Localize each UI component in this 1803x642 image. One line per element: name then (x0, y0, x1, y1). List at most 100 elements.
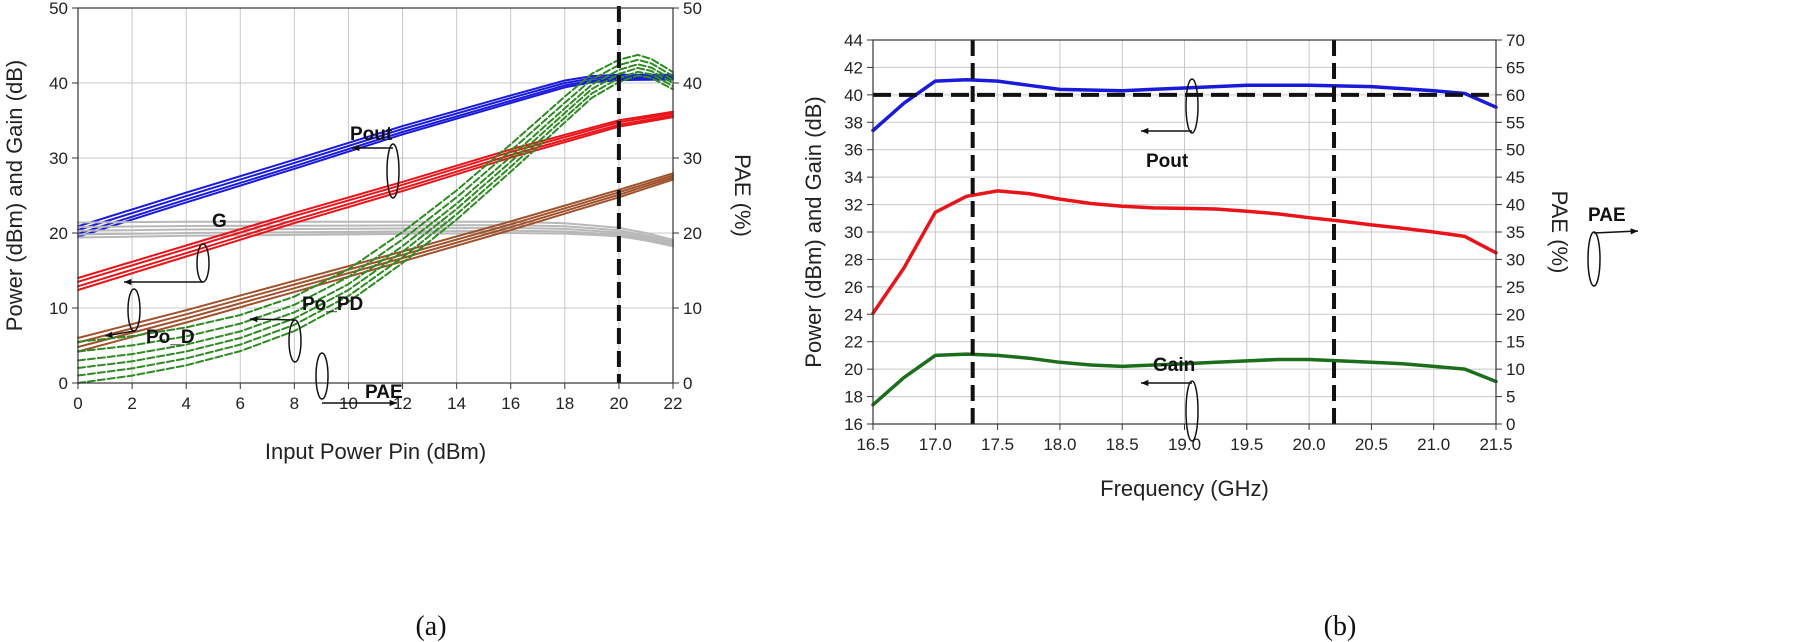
y-tick-label: 40 (844, 86, 863, 105)
y2-tick-label: 50 (1506, 141, 1525, 160)
x-tick-label: 0 (73, 394, 82, 413)
panel-b-annotations: Pout PAE Gain (1141, 78, 1639, 442)
y-tick-label: 20 (49, 224, 68, 243)
annotation-arrow-head (352, 144, 360, 152)
y2-tick-label: 40 (683, 74, 702, 93)
y2-tick-label: 15 (1506, 333, 1525, 352)
x-tick-label: 22 (664, 394, 683, 413)
y2-tick-label: 20 (683, 224, 702, 243)
y2-tick-label: 10 (683, 299, 702, 318)
series-pae-line (77, 70, 674, 377)
panel-a-x-axis-label: Input Power Pin (dBm) (265, 439, 486, 464)
annotation-arrow-head (389, 399, 397, 407)
annotation-arrow-head (1141, 127, 1149, 135)
panel-a-y2-axis-label: PAE (%) (730, 154, 755, 237)
annotation-pae: PAE (365, 382, 403, 403)
panel-a-series (77, 6, 674, 384)
y2-tick-label: 70 (1506, 31, 1525, 50)
y-tick-label: 32 (844, 196, 863, 215)
x-tick-label: 18 (555, 394, 574, 413)
y2-tick-label: 55 (1506, 113, 1525, 132)
series-po-d-line (77, 110, 674, 279)
y2-tick-label: 30 (1506, 250, 1525, 269)
annotation-ellipse (127, 288, 141, 332)
y2-tick-label: 60 (1506, 86, 1525, 105)
x-tick-label: 12 (393, 394, 412, 413)
y-tick-label: 10 (49, 299, 68, 318)
annotation-pout: Pout (350, 124, 393, 145)
annotation-ellipse (1587, 231, 1601, 287)
series-g-line (77, 232, 674, 248)
annotation-gain-b: Gain (1153, 355, 1195, 376)
series-pae-line (77, 67, 674, 369)
y2-tick-label: 10 (1506, 360, 1525, 379)
panel-b-y2-axis-label: PAE (%) (1547, 191, 1572, 274)
panel-a-annotations: Pout G Po_D Po_PD PAE (104, 124, 403, 407)
x-tick-label: 14 (447, 394, 466, 413)
y-tick-label: 42 (844, 58, 863, 77)
series-g-line (77, 224, 674, 243)
annotation-ellipse (386, 143, 400, 199)
series-pae-line (77, 58, 674, 353)
y2-tick-label: 0 (1506, 415, 1515, 434)
y-tick-label: 34 (844, 168, 863, 187)
series-pae-line (77, 53, 674, 343)
series-pout-line (77, 78, 674, 238)
y-tick-label: 40 (49, 74, 68, 93)
y-tick-label: 22 (844, 333, 863, 352)
annotation-arrow-head (1630, 228, 1638, 235)
x-tick-label: 16 (501, 394, 520, 413)
y2-tick-label: 30 (683, 149, 702, 168)
annotation-ellipse (196, 243, 210, 283)
x-tick-label: 19.0 (1168, 435, 1201, 454)
annotation-ellipse (288, 319, 302, 363)
annotation-arrow-head (124, 278, 132, 286)
x-tick-label: 8 (290, 394, 299, 413)
panel-b-series (871, 40, 1498, 424)
series-po-d-line (77, 114, 674, 288)
y-tick-label: 36 (844, 141, 863, 160)
x-tick-label: 21.5 (1479, 435, 1512, 454)
panel-a-caption: (a) (415, 611, 446, 642)
annotation-ellipse (1185, 78, 1199, 134)
y-tick-label: 18 (844, 388, 863, 407)
y-tick-label: 26 (844, 278, 863, 297)
y-tick-label: 24 (844, 305, 863, 324)
annotation-arrow-head (250, 316, 258, 323)
x-tick-label: 2 (127, 394, 136, 413)
x-tick-label: 4 (181, 394, 190, 413)
annotation-pae-b: PAE (1588, 205, 1626, 226)
annotation-arrow-head (1141, 379, 1149, 387)
y-tick-label: 28 (844, 250, 863, 269)
x-tick-label: 21.0 (1417, 435, 1450, 454)
x-tick-label: 17.5 (981, 435, 1014, 454)
y-tick-label: 38 (844, 113, 863, 132)
panel-b-y-axis-label: Power (dBm) and Gain (dB) (801, 96, 826, 367)
y-tick-label: 16 (844, 415, 863, 434)
panel-b: 16.5 17.0 17.5 18.0 18.5 19.0 19.5 20.0 20.5 21.0… (801, 31, 1639, 642)
panel-b-caption: (b) (1324, 611, 1357, 642)
y2-tick-label: 20 (1506, 305, 1525, 324)
x-tick-label: 20.5 (1355, 435, 1388, 454)
x-tick-label: 19.5 (1230, 435, 1263, 454)
series-pout-line (77, 75, 674, 231)
x-tick-label: 20 (609, 394, 628, 413)
panel-b-x-axis-label: Frequency (GHz) (1100, 476, 1269, 501)
y2-tick-label: 0 (683, 374, 692, 393)
series-pae-line (77, 63, 674, 362)
panel-a-y-axis-label: Power (dBm) and Gain (dB) (2, 60, 27, 331)
series-gain-line (871, 352, 1498, 407)
series-pae-line (871, 189, 1498, 315)
y2-tick-label: 65 (1506, 58, 1525, 77)
annotation-po-d: Po_D (146, 327, 195, 348)
series-pae-line (77, 74, 674, 384)
panel-b-ticks: 16.5 17.0 17.5 18.0 18.5 19.0 19.5 20.0 20.5 21.0… (844, 31, 1525, 454)
annotation-g: G (212, 211, 227, 232)
x-tick-label: 20.0 (1293, 435, 1326, 454)
annotation-ellipse (315, 352, 329, 400)
series-pout-line (871, 78, 1498, 133)
y-tick-label: 30 (49, 149, 68, 168)
y2-tick-label: 35 (1506, 223, 1525, 242)
y-tick-label: 50 (49, 0, 68, 18)
